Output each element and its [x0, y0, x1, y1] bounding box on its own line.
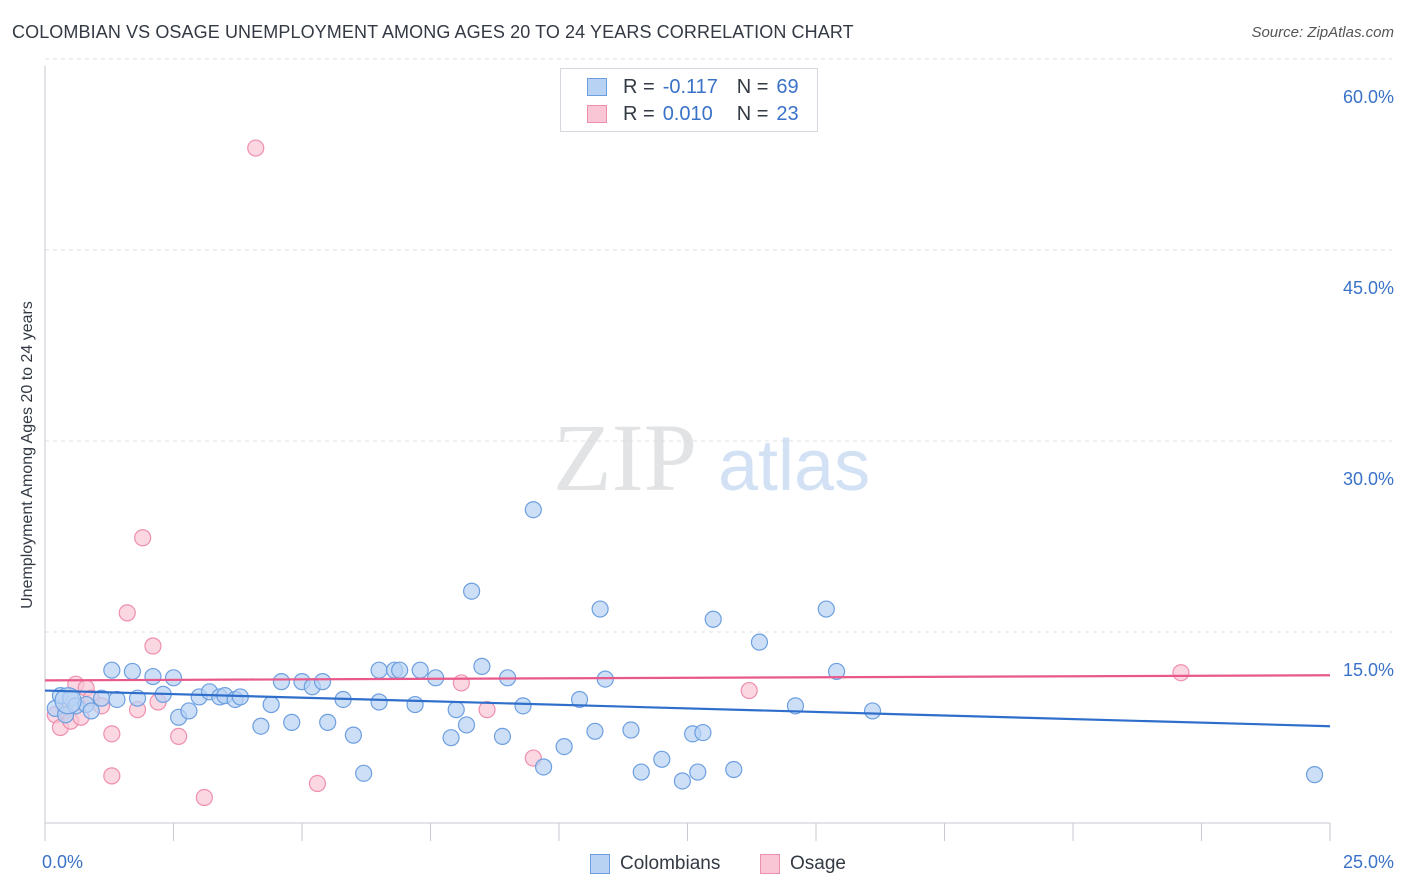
colombians-point [534, 758, 553, 776]
colombians-point [108, 690, 126, 709]
colombians-point [570, 690, 589, 709]
colombians-point [750, 633, 769, 651]
legend-item-colombians[interactable]: Colombians [590, 852, 720, 876]
osage-point [195, 788, 213, 807]
colombians-point [370, 693, 388, 711]
watermark-zip: ZIP [553, 404, 697, 511]
osage-swatch [587, 105, 607, 123]
colombians-point [493, 727, 512, 746]
colombians-point [103, 661, 121, 679]
y-tick-30: 30.0% [1342, 469, 1394, 489]
colombians-point [591, 600, 609, 618]
colombians-point [463, 582, 481, 600]
colombians-point [622, 721, 640, 739]
colombians-point [514, 697, 532, 715]
colombians-point [144, 667, 162, 686]
colombians-point [406, 695, 424, 714]
colombians-point [457, 716, 476, 734]
y-tick-45: 45.0% [1342, 278, 1394, 298]
colombians-point [54, 687, 82, 715]
osage-point [452, 674, 470, 692]
colombians-trend-line [44, 689, 1331, 728]
source-credit: Source: ZipAtlas.com [1251, 24, 1394, 41]
colombians-point [1305, 766, 1324, 784]
colombians-point [586, 722, 604, 740]
chart-title: COLOMBIAN VS OSAGE UNEMPLOYMENT AMONG AG… [12, 22, 854, 42]
colombians-point [447, 701, 465, 719]
colombians-point [283, 713, 301, 731]
colombians-point [391, 661, 409, 679]
colombians-point [694, 723, 712, 742]
colombians-point [272, 673, 291, 691]
colombians-point [313, 673, 332, 691]
osage-point [103, 725, 121, 743]
r-label: R = [623, 102, 655, 125]
osage-point [134, 529, 152, 547]
osage-point [247, 139, 265, 157]
colombians-points [46, 501, 1324, 790]
osage-point [740, 681, 758, 700]
osage-point [308, 774, 327, 793]
colombians-point [262, 695, 280, 714]
gridlines [45, 58, 1392, 633]
legend-row-osage: R = 0.010 N = 23 [587, 101, 799, 127]
osage-trend-line [44, 674, 1331, 682]
r-label: R = [623, 75, 655, 98]
colombians-point [319, 713, 337, 731]
colombians-point [344, 726, 362, 744]
legend-item-osage[interactable]: Osage [760, 852, 846, 876]
colombians-point [653, 750, 671, 768]
osage-swatch [760, 854, 780, 874]
colombians-point [827, 662, 846, 681]
colombians-point [473, 657, 491, 675]
colombians-point [355, 764, 373, 782]
n-label: N = [736, 75, 769, 98]
y-tick-15: 15.0% [1342, 660, 1394, 680]
r-value: -0.117 [662, 75, 718, 98]
n-value: 23 [776, 102, 799, 125]
colombians-point [411, 661, 429, 679]
r-value: 0.010 [662, 102, 713, 125]
colombians-point [164, 669, 183, 687]
colombians-point [524, 501, 542, 519]
x-max-label: 25.0% [1342, 852, 1394, 872]
colombians-point [689, 763, 707, 781]
colombians-point [704, 610, 722, 628]
colombians-point [673, 772, 691, 790]
osage-point [1172, 664, 1190, 682]
osage-point [144, 637, 162, 655]
colombians-point [180, 702, 198, 720]
colombians-point [725, 760, 743, 779]
osage-point [478, 701, 496, 719]
colombians-point [555, 737, 573, 756]
legend-row-colombians: R = -0.117 N = 69 [587, 74, 799, 100]
colombians-point [863, 702, 882, 720]
stats-legend: R = -0.117 N = 69 R = 0.010 N = 23 [560, 68, 818, 132]
colombians-point [817, 600, 835, 618]
osage-label: Osage [790, 853, 846, 874]
watermark-atlas: atlas [718, 426, 870, 506]
colombians-swatch [590, 854, 610, 874]
colombians-point [82, 702, 100, 720]
y-tick-60: 60.0% [1342, 87, 1394, 107]
x-min-label: 0.0% [42, 852, 84, 872]
colombians-point [370, 661, 388, 679]
n-value: 69 [776, 75, 799, 98]
osage-point [118, 604, 136, 622]
axes [44, 66, 1331, 841]
colombians-swatch [587, 78, 607, 96]
colombians-point [123, 662, 141, 681]
colombians-point [252, 717, 270, 735]
n-label: N = [736, 102, 769, 125]
colombians-point [786, 697, 805, 715]
colombians-point [632, 763, 650, 781]
colombians-label: Colombians [620, 853, 721, 874]
osage-point [103, 767, 121, 785]
osage-point [170, 727, 188, 746]
trend-lines [44, 674, 1331, 728]
colombians-point [442, 729, 460, 747]
